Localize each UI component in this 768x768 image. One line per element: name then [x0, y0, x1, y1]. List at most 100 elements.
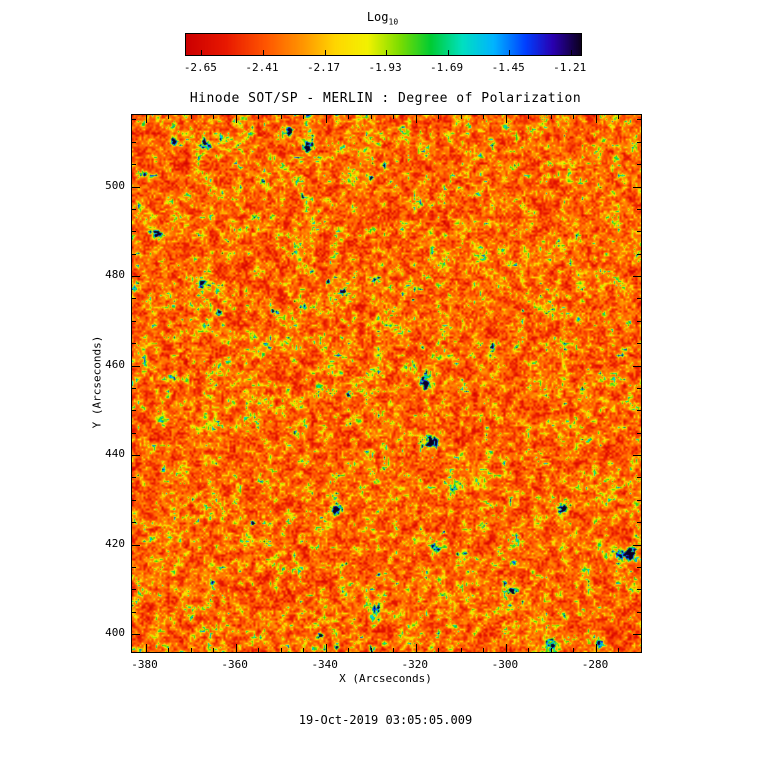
x-minor-tick-mark: [303, 115, 305, 119]
x-tick-label: -320: [401, 658, 429, 671]
colorbar-gradient: [186, 34, 581, 55]
y-minor-tick-mark: [132, 320, 136, 322]
x-minor-tick-mark: [370, 115, 372, 119]
x-minor-tick-mark: [213, 648, 215, 652]
x-minor-tick-mark: [280, 648, 282, 652]
y-minor-tick-mark: [132, 141, 136, 143]
y-tick-mark: [633, 544, 641, 546]
x-tick-mark: [325, 644, 327, 652]
colorbar-tick-mark: [386, 50, 388, 55]
heatmap-canvas: [132, 115, 641, 652]
y-minor-tick-mark: [637, 410, 641, 412]
colorbar-tick-label: -1.21: [553, 61, 587, 74]
colorbar-title-subscript: 10: [388, 17, 399, 27]
x-minor-tick-mark: [573, 115, 575, 119]
x-tick-mark: [325, 115, 327, 123]
y-minor-tick-mark: [132, 589, 136, 591]
y-tick-mark: [132, 276, 140, 278]
y-minor-tick-mark: [637, 522, 641, 524]
y-minor-tick-mark: [637, 164, 641, 166]
colorbar-title-text: Log: [366, 10, 389, 24]
y-minor-tick-mark: [637, 611, 641, 613]
x-tick-mark: [145, 644, 147, 652]
colorbar-tick-label: -2.65: [183, 61, 217, 74]
y-axis-label: Y (Arcseconds): [90, 335, 104, 429]
x-tick-label: -300: [491, 658, 519, 671]
x-minor-tick-mark: [641, 115, 642, 119]
colorbar-tick-label: -1.69: [430, 61, 464, 74]
y-tick-mark: [132, 455, 140, 457]
x-minor-tick-mark: [618, 115, 620, 119]
y-tick-label: 400: [105, 626, 125, 640]
y-minor-tick-mark: [637, 499, 641, 501]
x-minor-tick-mark: [438, 115, 440, 119]
y-tick-mark: [633, 186, 641, 188]
y-minor-tick-mark: [132, 477, 136, 479]
colorbar-title: Log10: [185, 10, 580, 26]
x-minor-tick-mark: [303, 648, 305, 652]
x-minor-tick-mark: [258, 648, 260, 652]
x-minor-tick-mark: [528, 115, 530, 119]
colorbar-tick-mark: [262, 50, 264, 55]
colorbar-tick-label: -1.45: [491, 61, 525, 74]
y-minor-tick-mark: [132, 387, 136, 389]
y-minor-tick-mark: [637, 320, 641, 322]
colorbar-tick-mark: [201, 50, 203, 55]
y-minor-tick-mark: [637, 231, 641, 233]
y-tick-mark: [132, 544, 140, 546]
x-tick-mark: [505, 644, 507, 652]
x-minor-tick-mark: [550, 115, 552, 119]
x-tick-label: -340: [311, 658, 338, 671]
y-minor-tick-mark: [637, 141, 641, 143]
y-minor-tick-mark: [637, 298, 641, 300]
colorbar-tick-mark: [447, 50, 449, 55]
x-minor-tick-mark: [460, 115, 462, 119]
y-tick-label: 460: [105, 357, 125, 371]
colorbar: [185, 33, 582, 56]
x-tick-label: -380: [131, 658, 158, 671]
y-tick-mark: [633, 634, 641, 636]
x-minor-tick-mark: [348, 115, 350, 119]
x-minor-tick-mark: [190, 115, 192, 119]
y-minor-tick-mark: [637, 432, 641, 434]
chart-title: Hinode SOT/SP - MERLIN : Degree of Polar…: [189, 91, 582, 106]
y-tick-mark: [633, 455, 641, 457]
x-tick-mark: [235, 115, 237, 123]
y-tick-label: 500: [105, 178, 125, 192]
colorbar-tick-mark: [324, 50, 326, 55]
y-minor-tick-mark: [132, 164, 136, 166]
x-minor-tick-mark: [393, 648, 395, 652]
y-minor-tick-mark: [637, 119, 641, 121]
y-minor-tick-mark: [132, 343, 136, 345]
y-minor-tick-mark: [132, 432, 136, 434]
y-minor-tick-mark: [132, 231, 136, 233]
x-minor-tick-mark: [641, 648, 642, 652]
y-tick-label: 420: [105, 536, 125, 550]
x-minor-tick-mark: [213, 115, 215, 119]
y-minor-tick-mark: [637, 477, 641, 479]
y-minor-tick-mark: [637, 387, 641, 389]
x-tick-label: -280: [581, 658, 609, 671]
y-tick-mark: [633, 365, 641, 367]
x-minor-tick-mark: [550, 648, 552, 652]
y-minor-tick-mark: [132, 499, 136, 501]
x-tick-mark: [505, 115, 507, 123]
y-tick-label: 440: [105, 447, 125, 461]
y-tick-mark: [132, 186, 140, 188]
colorbar-tick-label: -2.41: [245, 61, 279, 74]
colorbar-tick-label: -2.17: [306, 61, 341, 74]
x-tick-mark: [235, 644, 237, 652]
x-minor-tick-mark: [168, 115, 170, 119]
x-minor-tick-mark: [528, 648, 530, 652]
x-tick-mark: [415, 644, 417, 652]
y-minor-tick-mark: [637, 566, 641, 568]
x-minor-tick-mark: [280, 115, 282, 119]
y-minor-tick-mark: [132, 298, 136, 300]
colorbar-tick-label: -1.93: [368, 61, 402, 74]
x-minor-tick-mark: [348, 648, 350, 652]
x-tick-mark: [595, 115, 597, 123]
y-minor-tick-mark: [132, 410, 136, 412]
y-tick-mark: [633, 276, 641, 278]
x-tick-mark: [595, 644, 597, 652]
y-minor-tick-mark: [132, 253, 136, 255]
